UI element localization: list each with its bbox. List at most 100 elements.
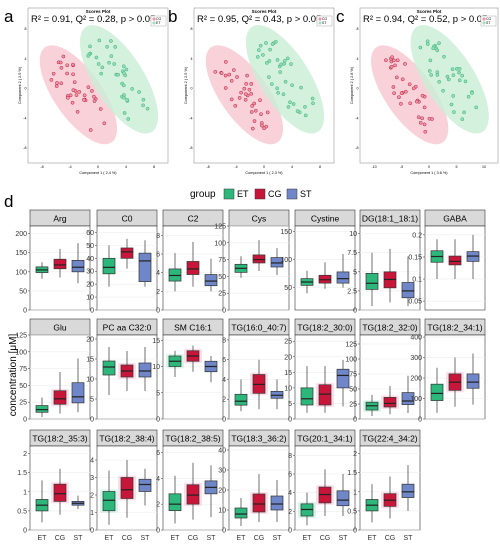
box-y-tick-label: 8	[288, 453, 292, 460]
box-y-tick-label: 10	[218, 508, 226, 515]
box-y-tick-label: 0	[90, 528, 94, 535]
box-cg	[53, 390, 67, 405]
box-panel-title: C2	[188, 213, 199, 223]
box-cg	[448, 255, 462, 266]
score-point-cg	[65, 63, 70, 68]
score-legend-marker	[152, 17, 156, 21]
score-point-cg	[223, 73, 228, 78]
box-y-tick-label: 75	[349, 372, 357, 379]
box-y-tick-label: 2	[156, 289, 160, 296]
score-point-cg	[55, 81, 59, 85]
score-x-tick: 4	[125, 165, 127, 169]
score-x-tick: 8	[153, 165, 155, 169]
score-point-other	[137, 90, 141, 94]
box-panel-4: Cystine 50 100 150	[280, 209, 356, 311]
panel-letter-d: d	[4, 192, 13, 211]
score-point-other	[258, 43, 263, 48]
score-point-other	[311, 101, 315, 106]
box-st	[336, 271, 350, 284]
score-point-cg	[244, 81, 249, 86]
score-legend-label: CG	[156, 17, 162, 21]
box-y-tick-label: 0	[90, 417, 94, 424]
score-point-cg	[59, 65, 64, 70]
box-st	[401, 282, 415, 299]
box-y-tick-label: 10	[152, 364, 160, 371]
box-y-tick-label: 0	[222, 308, 226, 315]
score-legend-label: ET	[156, 21, 161, 25]
score-point-other	[261, 53, 265, 57]
box-y-tick-label: 50	[284, 285, 292, 292]
box-y-tick-label: 1.5	[17, 470, 27, 477]
score-point-cg	[249, 91, 254, 96]
score-point-other	[105, 44, 109, 49]
box-x-tick-label: ET	[237, 535, 247, 542]
score-x-label: Component 1 ( 2.3 %)	[245, 171, 283, 175]
box-cg	[120, 477, 134, 499]
score-x-tick: 0	[97, 165, 99, 169]
box-panel-title: Glu	[53, 322, 67, 332]
score-y-tick: 8	[357, 27, 359, 31]
box-plot-panels: Arg050100150200C00102030405060C202468Cys…	[15, 209, 486, 542]
score-point-cg	[82, 93, 87, 98]
panel-letter-a: a	[4, 7, 14, 26]
box-y-tick-label: 15	[86, 357, 94, 364]
box-cg	[53, 258, 67, 270]
score-point-other	[100, 65, 105, 70]
box-y-tick-label: 4	[90, 458, 94, 465]
box-y-tick-label: 0	[90, 308, 94, 315]
box-cg	[53, 483, 67, 502]
box-y-tick-label: 20	[218, 488, 226, 495]
box-y-tick-label: 0	[156, 417, 160, 424]
box-x-tick-label: ST	[74, 535, 84, 542]
score-point-cg	[92, 94, 96, 99]
score-point-cg	[54, 84, 59, 88]
score-point-other	[99, 71, 104, 76]
score-point-other	[109, 39, 113, 43]
score-point-other	[431, 46, 436, 51]
score-point-other	[267, 59, 272, 63]
score-x-tick: -4	[234, 165, 237, 169]
box-cg	[252, 493, 266, 513]
score-ellipse-cg	[39, 45, 118, 145]
box-y-tick-label: 125	[214, 224, 226, 231]
box-panel-title: TG(18:2_38:5)	[165, 433, 220, 443]
score-point-other	[122, 111, 127, 115]
box-et	[430, 383, 444, 401]
score-point-cg	[71, 62, 75, 67]
score-point-cg	[68, 93, 73, 98]
score-point-other	[275, 86, 280, 91]
score-point-other	[446, 77, 451, 82]
score-point-cg	[88, 128, 93, 132]
box-y-tick-label: 40	[86, 256, 94, 263]
score-point-other	[457, 78, 462, 83]
score-y-tick: 4	[25, 57, 27, 61]
score-point-other	[460, 117, 465, 122]
box-x-tick-label: ST	[339, 535, 349, 542]
box-y-tick-label: 1	[353, 489, 357, 496]
score-point-other	[289, 62, 293, 66]
score-point-cg	[403, 62, 407, 66]
box-y-tick-label: 5	[288, 401, 292, 408]
box-panel-10: TG(16:0_40:7) 0 2 4 6 8	[222, 318, 290, 424]
box-y-tick-label: 1	[90, 510, 94, 517]
box-y-tick-label: 0.2	[412, 232, 422, 239]
score-point-cg	[423, 129, 428, 134]
score-point-other	[126, 117, 131, 121]
box-x-tick-label: ST	[207, 535, 217, 542]
score-point-cg	[422, 105, 427, 110]
score-point-cg	[389, 64, 394, 69]
box-et	[300, 387, 314, 406]
box-y-tick-label: 0	[23, 417, 27, 424]
box-y-tick-label: 20	[86, 337, 94, 344]
score-point-cg	[395, 58, 400, 63]
box-x-tick-label: CG	[55, 535, 66, 542]
box-y-tick-label: 25	[349, 402, 357, 409]
box-panel-title: TG(20:1_34:1)	[297, 433, 352, 443]
box-et	[102, 257, 116, 275]
score-legend-label: ST	[322, 21, 327, 25]
box-panel-9: SM C16:1 0 5 10 15	[152, 318, 224, 424]
score-point-other	[269, 82, 274, 86]
